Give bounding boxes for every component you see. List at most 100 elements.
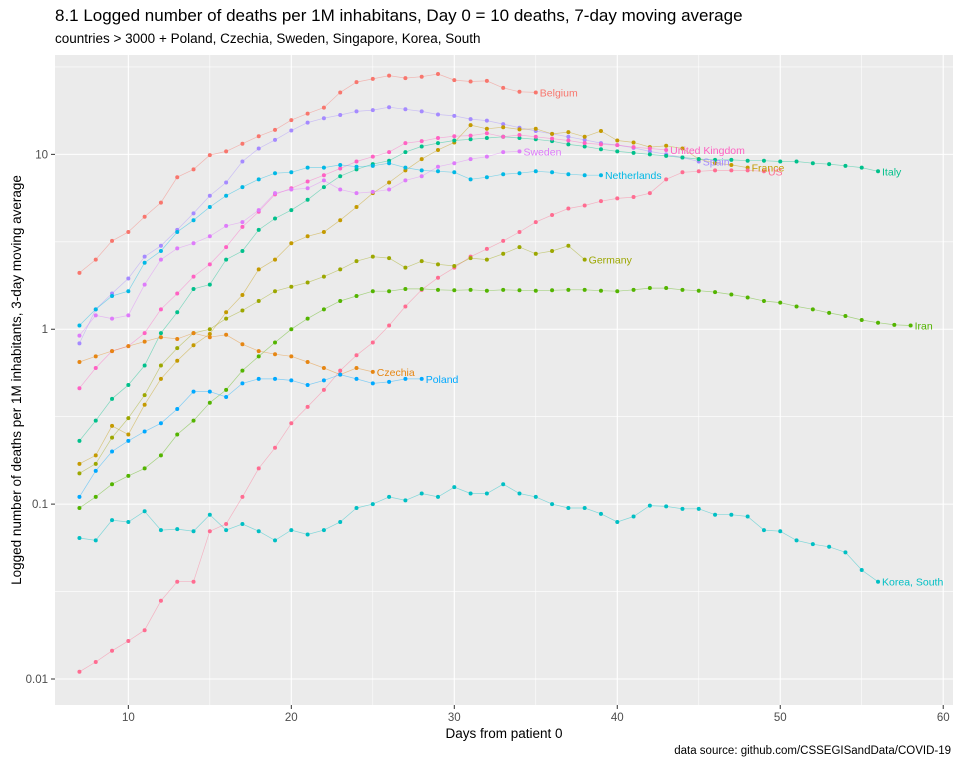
data-point-sweden (110, 316, 115, 321)
data-point-iran (713, 290, 718, 295)
data-point-italy (745, 158, 750, 163)
data-point-spain (354, 109, 359, 114)
data-point-france (713, 161, 718, 166)
data-point-belgium (77, 270, 82, 275)
data-point-belgium (354, 80, 359, 85)
data-point-united-kingdom (419, 139, 424, 144)
data-point-korea-south (647, 503, 652, 508)
data-point-us (745, 168, 750, 173)
data-point-italy (876, 169, 881, 174)
data-point-korea-south (305, 532, 310, 537)
y-tick-label: 1 (42, 324, 48, 336)
data-point-poland (419, 376, 424, 381)
data-point-united-kingdom (550, 136, 555, 141)
data-point-us (631, 195, 636, 200)
data-point-sweden (289, 187, 294, 192)
data-point-iran (729, 292, 734, 297)
data-point-us (158, 598, 163, 603)
data-point-italy (158, 331, 163, 336)
data-point-netherlands (240, 185, 245, 190)
data-point-us (517, 229, 522, 234)
data-point-italy (810, 161, 815, 166)
data-point-germany (419, 259, 424, 264)
data-point-iran (240, 368, 245, 373)
data-point-italy (713, 157, 718, 162)
series-label-france: France (752, 163, 785, 175)
data-point-italy (582, 144, 587, 149)
data-point-united-kingdom (224, 245, 229, 250)
data-point-iran (387, 289, 392, 294)
data-point-netherlands (338, 162, 343, 167)
data-point-spain (77, 341, 82, 346)
data-point-sweden (354, 191, 359, 196)
data-point-spain (501, 122, 506, 127)
data-point-czechia (110, 349, 115, 354)
data-point-netherlands (175, 229, 180, 234)
data-point-iran (93, 494, 98, 499)
data-point-iran (403, 286, 408, 291)
data-point-iran (517, 288, 522, 293)
data-point-korea-south (175, 527, 180, 532)
data-point-us (207, 529, 212, 534)
data-point-netherlands (533, 169, 538, 174)
data-point-germany (387, 256, 392, 261)
data-point-netherlands (273, 171, 278, 176)
data-point-poland (321, 378, 326, 383)
data-point-iran (680, 287, 685, 292)
series-label-iran: Iran (915, 321, 933, 333)
data-point-netherlands (224, 193, 229, 198)
data-point-iran (550, 288, 555, 293)
data-point-iran (843, 314, 848, 319)
data-point-belgium (175, 175, 180, 180)
data-point-poland (338, 372, 343, 377)
data-point-spain (435, 112, 440, 117)
data-point-france (338, 218, 343, 223)
data-point-us (387, 323, 392, 328)
axes: 10 20 30 40 50 60 0.01 0.1 1 10 (26, 149, 950, 724)
data-point-italy (77, 438, 82, 443)
data-point-iran (533, 288, 538, 293)
data-point-korea-south (273, 538, 278, 543)
data-point-netherlands (468, 177, 473, 182)
data-point-italy (664, 153, 669, 158)
series-label-poland: Poland (426, 374, 459, 386)
data-point-germany (533, 251, 538, 256)
data-point-spain (191, 211, 196, 216)
data-point-czechia (289, 354, 294, 359)
data-point-netherlands (305, 165, 310, 170)
data-point-netherlands (582, 173, 587, 178)
data-point-korea-south (745, 514, 750, 519)
data-point-iran (158, 453, 163, 458)
data-point-iran (289, 327, 294, 332)
data-point-poland (93, 468, 98, 473)
data-point-netherlands (370, 163, 375, 168)
series-points (77, 72, 913, 674)
data-point-france (224, 310, 229, 315)
data-point-korea-south (77, 536, 82, 541)
data-point-korea-south (93, 538, 98, 543)
data-point-netherlands (501, 172, 506, 177)
data-point-belgium (305, 111, 310, 116)
data-point-united-kingdom (615, 143, 620, 148)
data-point-italy (859, 165, 864, 170)
data-point-iran (908, 323, 913, 328)
data-point-poland (126, 438, 131, 443)
data-point-korea-south (794, 538, 799, 543)
data-point-germany (452, 263, 457, 268)
data-point-sweden (403, 178, 408, 183)
data-point-france (664, 143, 669, 148)
data-point-belgium (321, 105, 326, 110)
data-point-czechia (158, 335, 163, 340)
chart-title: 8.1 Logged number of deaths per 1M inhab… (55, 6, 743, 25)
data-point-iran (175, 432, 180, 437)
data-point-netherlands (126, 289, 131, 294)
data-point-czechia (321, 366, 326, 371)
data-point-netherlands (566, 172, 571, 177)
data-point-czechia (77, 359, 82, 364)
data-point-czechia (175, 336, 180, 341)
data-point-france (631, 140, 636, 145)
data-point-italy (435, 141, 440, 146)
data-point-italy (224, 257, 229, 262)
data-point-us (761, 169, 766, 174)
data-point-sweden (256, 208, 261, 213)
